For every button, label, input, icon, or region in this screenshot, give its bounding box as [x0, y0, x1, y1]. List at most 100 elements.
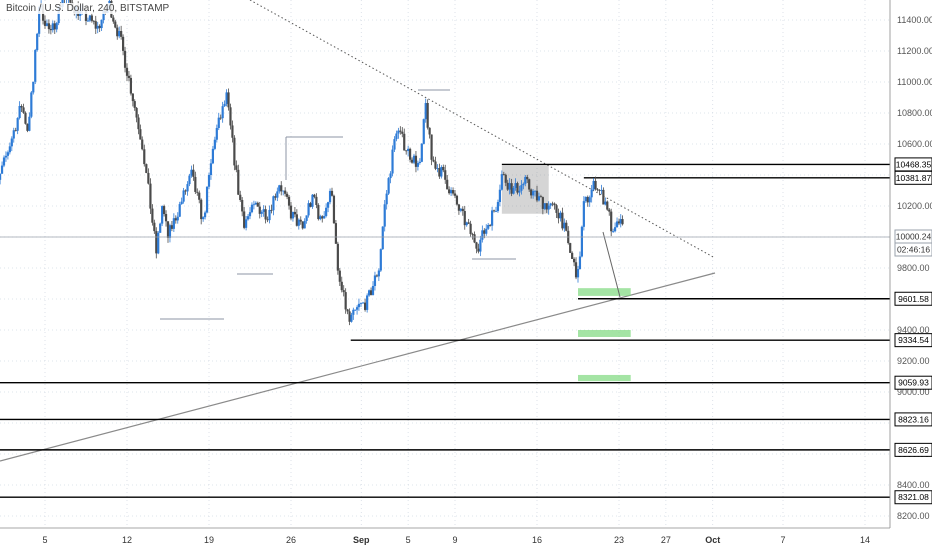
candle-body	[403, 133, 406, 151]
price-label-text: 8626.69	[898, 445, 929, 455]
price-label-box	[894, 333, 932, 348]
candle-body	[366, 295, 369, 310]
candle-body	[55, 23, 58, 30]
candle-body	[84, 9, 88, 21]
price-tick-label: 8400.00	[897, 480, 930, 490]
candle-body	[598, 190, 601, 191]
candle-body	[235, 165, 238, 170]
candle-body	[463, 211, 466, 226]
candle-body	[198, 192, 201, 200]
candle-body	[233, 137, 236, 166]
candle-body	[162, 206, 166, 215]
candle-body	[92, 20, 95, 22]
candle-body	[545, 203, 548, 210]
candle-body	[301, 221, 304, 229]
candle-body	[184, 190, 187, 192]
price-label-box	[894, 291, 932, 306]
candle-body	[291, 211, 295, 219]
candle-body	[444, 170, 447, 180]
candle-body	[45, 23, 49, 26]
candle-body	[243, 211, 246, 228]
candle-body	[520, 185, 523, 191]
candle-body	[215, 127, 218, 140]
candle-body	[307, 203, 310, 216]
candle-body	[494, 211, 498, 212]
candle-body	[209, 163, 213, 176]
candle-body	[602, 189, 605, 205]
candle-body	[94, 21, 97, 29]
candle-body	[123, 50, 127, 68]
candle-body	[192, 169, 195, 177]
candle-body	[86, 20, 90, 22]
candle-body	[397, 130, 400, 134]
candle-body	[203, 212, 207, 218]
candle-body	[610, 211, 613, 232]
candle-body	[619, 219, 622, 224]
candle-body	[367, 290, 371, 296]
candle-body	[565, 222, 568, 231]
horizontal-levels	[0, 163, 890, 498]
candle-body	[399, 130, 402, 132]
candle-body	[34, 50, 37, 82]
candle-body	[49, 29, 52, 31]
time-tick-label: 27	[661, 535, 671, 545]
candle-body	[51, 23, 54, 31]
candle-body	[432, 159, 435, 162]
candle-body	[200, 199, 203, 220]
price-tick-label: 9200.00	[897, 356, 930, 366]
candle-body	[537, 196, 541, 201]
price-tick-label: 9400.00	[897, 325, 930, 335]
candle-body	[518, 190, 521, 193]
price-label-box	[894, 442, 932, 457]
price-tick-label: 8200.00	[897, 511, 930, 521]
candle-body	[528, 179, 531, 190]
candle-body	[112, 17, 115, 22]
candle-body	[533, 190, 537, 192]
candle-body	[467, 222, 470, 224]
candle-body	[211, 148, 215, 164]
candle-body	[22, 107, 25, 113]
candle-body	[410, 159, 414, 163]
price-label-text: 10468.35	[896, 159, 932, 169]
candle-body	[53, 23, 56, 30]
candle-body	[348, 311, 351, 322]
candle-body	[100, 20, 103, 29]
candle-body	[510, 183, 513, 194]
support-resistance-segments	[160, 89, 621, 320]
candle-body	[600, 189, 603, 191]
zone-box	[578, 330, 631, 337]
candle-body	[278, 185, 281, 192]
candle-body	[477, 248, 480, 252]
descending-trendline	[249, 0, 716, 259]
candle-body	[231, 125, 234, 138]
candle-body	[357, 303, 361, 308]
candle-body	[190, 169, 193, 176]
candle-body	[596, 189, 599, 191]
candle-body	[553, 203, 556, 206]
candle-body	[330, 190, 334, 196]
candle-body	[401, 131, 404, 134]
candle-body	[114, 21, 117, 28]
candle-body	[262, 209, 265, 212]
candle-body	[137, 117, 140, 130]
candle-body	[557, 212, 560, 219]
candle-body	[217, 117, 220, 128]
candle-body	[28, 116, 31, 131]
candle-body	[446, 179, 449, 190]
candle-body	[227, 92, 230, 108]
candle-body	[172, 218, 175, 229]
candle-body	[451, 190, 455, 194]
candle-body	[487, 225, 490, 229]
candle-body	[24, 112, 27, 124]
candle-body	[196, 191, 199, 193]
candle-body	[258, 206, 261, 214]
candle-body	[274, 196, 277, 198]
countdown-text: 02:46:16	[897, 245, 930, 255]
candle-body	[121, 36, 125, 51]
candle-body	[371, 285, 375, 295]
time-axis[interactable]: 5121926Sep59162327Oct71421	[0, 527, 932, 545]
time-tick-label: 14	[860, 535, 870, 545]
candle-body	[574, 262, 578, 278]
candle-body	[32, 81, 35, 93]
